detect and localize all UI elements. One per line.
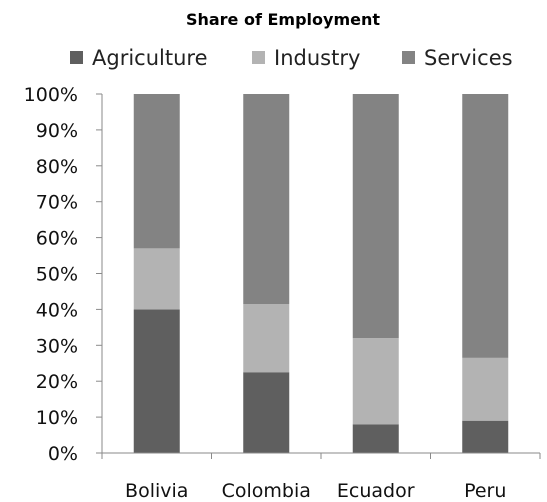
legend-swatch-services: [402, 51, 415, 64]
bar-colombia-services: [243, 94, 290, 305]
y-tick-label: 40%: [36, 299, 78, 321]
y-tick-label: 90%: [36, 120, 78, 142]
bar-bolivia-services: [133, 94, 180, 249]
x-category-label: Bolivia: [125, 480, 188, 502]
y-tick-label: 10%: [36, 407, 78, 429]
bar-ecuador-services: [352, 94, 399, 339]
legend-swatch-agriculture: [70, 51, 83, 64]
y-tick-label: 0%: [48, 443, 78, 465]
legend-label-industry: Industry: [274, 46, 360, 70]
y-tick-label: 80%: [36, 156, 78, 178]
x-category-label: Peru: [464, 480, 506, 502]
y-tick-label: 70%: [36, 192, 78, 214]
y-tick-label: 100%: [24, 84, 78, 106]
bar-colombia-industry: [243, 304, 290, 373]
x-category-label: Colombia: [222, 480, 311, 502]
bar-colombia-agriculture: [243, 372, 290, 453]
bar-peru-agriculture: [462, 420, 509, 453]
bar-peru-industry: [462, 357, 509, 421]
bar-bolivia-industry: [133, 248, 180, 310]
legend-label-agriculture: Agriculture: [92, 46, 208, 70]
bar-peru-services: [462, 94, 509, 358]
legend-swatch-industry: [252, 51, 265, 64]
y-tick-label: 30%: [36, 335, 78, 357]
bar-bolivia-agriculture: [133, 309, 180, 453]
bars: [133, 94, 509, 453]
y-tick-label: 60%: [36, 228, 78, 250]
chart-title: Share of Employment: [186, 10, 380, 29]
y-tick-label: 20%: [36, 371, 78, 393]
y-axis: 0% 10% 20% 30% 40% 50% 60% 70% 80% 90% 100%: [24, 84, 103, 465]
x-axis: Bolivia Colombia Ecuador Peru: [101, 452, 541, 502]
y-tick-label: 50%: [36, 264, 78, 286]
legend-label-services: Services: [424, 46, 513, 70]
x-category-label: Ecuador: [337, 480, 415, 502]
legend: Agriculture Industry Services: [70, 46, 513, 70]
bar-ecuador-agriculture: [352, 424, 399, 453]
bar-ecuador-industry: [352, 338, 399, 425]
